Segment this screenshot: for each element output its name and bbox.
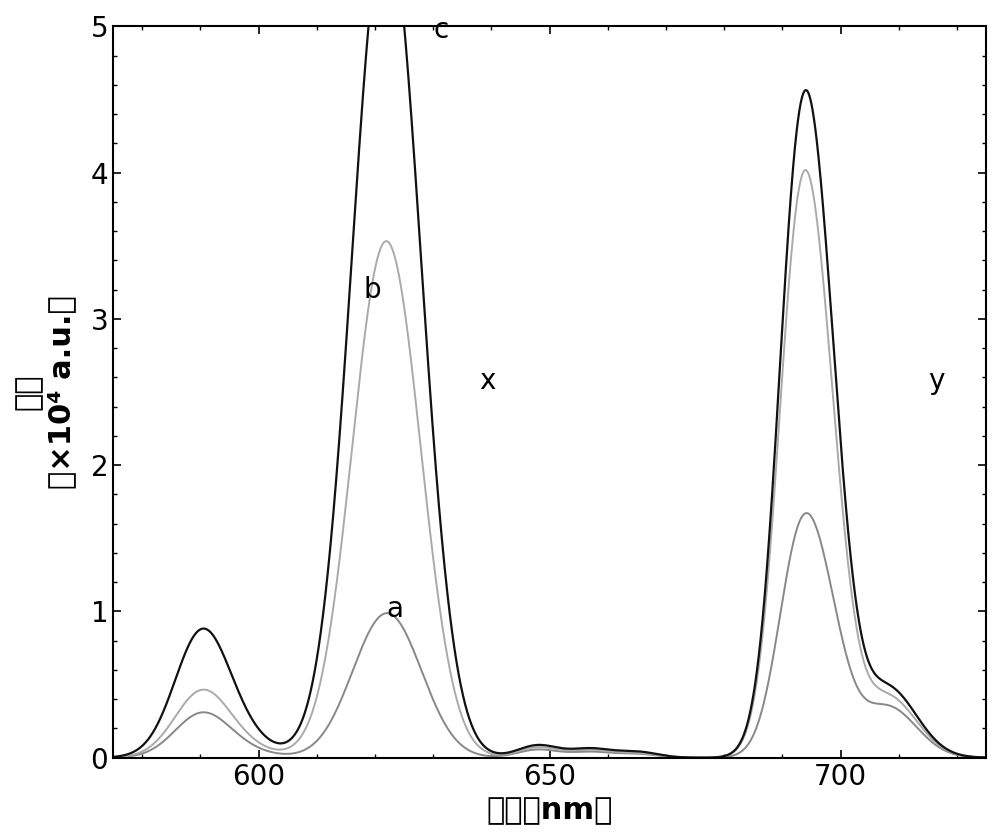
Text: y: y: [928, 367, 944, 395]
Text: a: a: [387, 595, 404, 623]
X-axis label: 波长（nm）: 波长（nm）: [486, 796, 613, 825]
Text: x: x: [480, 367, 496, 395]
Y-axis label: 强度
（×10⁴ a.u.）: 强度 （×10⁴ a.u.）: [14, 295, 76, 489]
Text: b: b: [363, 276, 381, 305]
Text: c: c: [433, 16, 448, 44]
